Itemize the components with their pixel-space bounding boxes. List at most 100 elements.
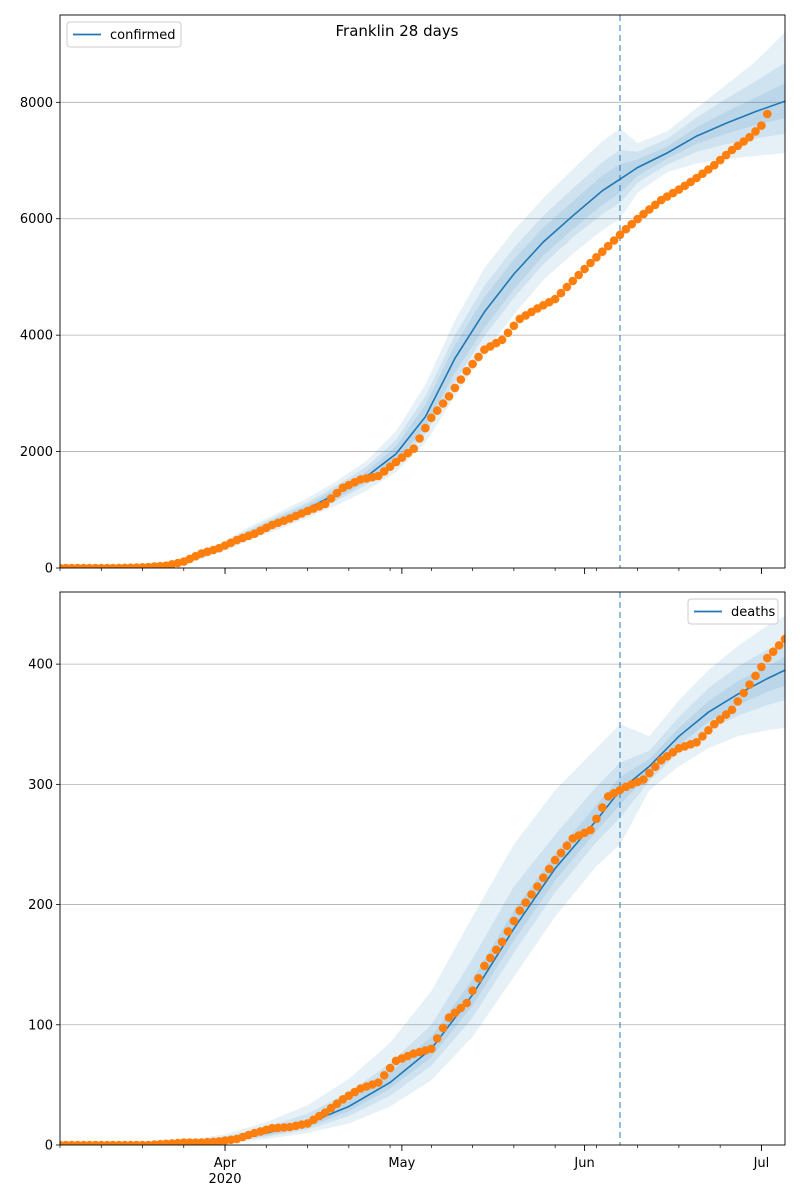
observed-point (562, 841, 572, 850)
axes-frame (59, 591, 786, 1146)
observed-point (450, 383, 460, 393)
observed-point (379, 1071, 389, 1080)
x-year-label: 2020 (208, 1172, 241, 1187)
observed-point (739, 137, 748, 146)
observed-point (550, 855, 560, 865)
observed-point (409, 444, 419, 454)
x-tick-label: Jul (753, 1156, 770, 1171)
observed-point (444, 392, 454, 401)
observed-point (733, 141, 743, 151)
legend-box (66, 21, 182, 48)
observed-point (486, 953, 495, 963)
observed-point (544, 864, 554, 874)
observed-point (592, 252, 601, 262)
observed-point (515, 906, 525, 915)
uncertainty-band-outer (60, 32, 785, 568)
y-tick-label: 100 (28, 1018, 53, 1033)
observed-point (385, 462, 395, 472)
observed-point (397, 453, 407, 462)
observed-point (456, 1003, 466, 1013)
observed-point (710, 160, 719, 170)
observed-point (651, 200, 660, 210)
observed-point (598, 803, 607, 812)
observed-point (645, 768, 654, 778)
x-tick-label: Jun (573, 1156, 594, 1171)
observed-point (556, 288, 566, 298)
plot-area (60, 15, 785, 568)
observed-point (715, 155, 725, 165)
observed-point (326, 1103, 336, 1113)
observed-point (374, 471, 383, 481)
legend-label: deaths (731, 605, 776, 620)
legend-box (687, 598, 779, 625)
y-tick-label: 4000 (20, 329, 53, 344)
observed-point (497, 335, 507, 345)
observed-point (768, 647, 778, 656)
figure-title: Franklin 28 days (336, 22, 459, 40)
observed-point (391, 457, 401, 467)
uncertainty-band-middle (60, 62, 785, 568)
observed-point (733, 697, 743, 706)
plot-area (60, 592, 785, 1145)
observed-point (550, 294, 560, 304)
observed-point (704, 165, 713, 174)
observed-point (609, 236, 619, 245)
observed-point (450, 1008, 460, 1018)
observed-point (763, 109, 772, 119)
observed-point (580, 264, 589, 274)
x-tick-label: Apr (214, 1156, 237, 1171)
observed-point (763, 653, 772, 663)
observed-point (574, 270, 583, 280)
y-tick-label: 6000 (20, 212, 53, 227)
observed-point (509, 321, 519, 331)
observed-point (645, 205, 654, 214)
observed-point (509, 916, 519, 926)
observed-point (320, 1108, 330, 1117)
observed-point (332, 1099, 342, 1108)
observed-point (621, 224, 631, 234)
observed-point (539, 873, 548, 882)
y-tick-label: 0 (45, 562, 53, 577)
observed-point (444, 1013, 454, 1022)
observed-point (438, 399, 448, 408)
legend-label: confirmed (110, 28, 176, 43)
observed-point (427, 1044, 436, 1054)
observed-point (385, 1063, 395, 1073)
uncertainty-band-middle (60, 642, 785, 1145)
observed-point (403, 448, 413, 458)
uncertainty-band-inner (60, 83, 785, 568)
observed-point (468, 359, 477, 369)
observed-point (780, 634, 785, 644)
observed-point (651, 762, 660, 771)
observed-point (627, 219, 636, 229)
observed-point (521, 898, 530, 907)
observed-point (568, 276, 578, 286)
observed-point (739, 688, 748, 698)
observed-point (438, 1023, 448, 1033)
observed-point (326, 494, 336, 503)
observed-point (474, 974, 483, 983)
x-tick-label: May (388, 1156, 415, 1171)
observed-point (320, 499, 330, 509)
observed-point (456, 375, 466, 384)
observed-point (432, 406, 442, 415)
observed-point (633, 214, 642, 224)
observed-point (704, 726, 713, 735)
y-tick-label: 2000 (20, 445, 53, 460)
observed-point (757, 662, 766, 672)
y-tick-label: 0 (45, 1139, 53, 1154)
observed-point (427, 413, 436, 423)
confirmed-panel: 0 2000 4000 6000 8000 confirmed (20, 14, 786, 577)
observed-point (715, 715, 725, 724)
observed-point (598, 247, 607, 256)
observed-point (415, 434, 424, 443)
axes-frame (59, 14, 786, 569)
observed-point (556, 848, 566, 858)
observed-point (721, 150, 731, 160)
observed-point (692, 738, 701, 747)
legend: deaths (687, 598, 779, 625)
observed-point (503, 328, 513, 338)
observed-point (745, 680, 754, 689)
observed-point (721, 710, 731, 719)
